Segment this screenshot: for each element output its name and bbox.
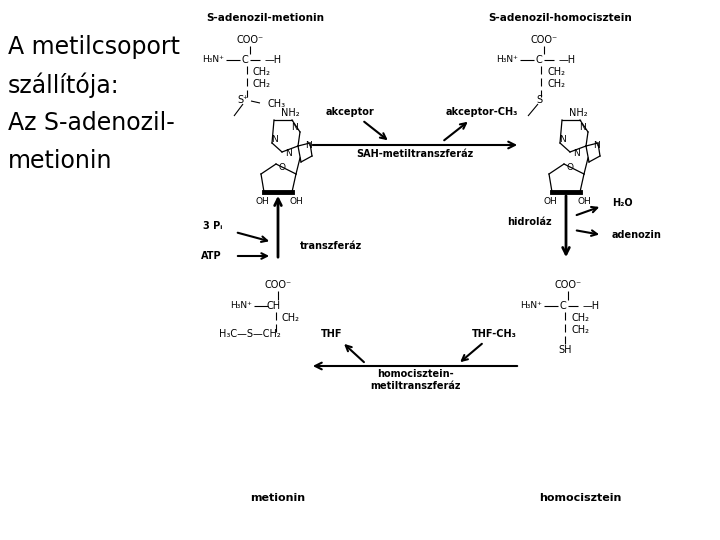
Text: S⁺: S⁺ (238, 95, 248, 105)
Text: CH: CH (267, 301, 281, 311)
Text: ATP: ATP (202, 251, 222, 261)
Text: THF: THF (321, 329, 343, 339)
Text: C: C (536, 55, 542, 65)
Text: homocisztein-
metiltranszferáz: homocisztein- metiltranszferáz (370, 369, 460, 391)
Text: N: N (292, 124, 298, 132)
Text: N: N (305, 140, 311, 150)
Text: H₂O: H₂O (612, 198, 633, 208)
Text: akceptor-CH₃: akceptor-CH₃ (446, 107, 518, 117)
Text: metionin: metionin (251, 493, 305, 503)
Text: —H: —H (559, 55, 576, 65)
Text: CH₂: CH₂ (571, 313, 589, 323)
Text: Az S-adenozil-: Az S-adenozil- (8, 111, 175, 135)
Text: H₃C—S—CH₂: H₃C—S—CH₂ (219, 329, 281, 339)
Text: C: C (559, 301, 567, 311)
Text: N: N (593, 140, 599, 150)
Text: CH₂: CH₂ (253, 79, 271, 89)
Text: transzferáz: transzferáz (300, 241, 362, 251)
Text: CH₂: CH₂ (282, 313, 300, 323)
Text: CH₂: CH₂ (547, 67, 565, 77)
Text: H₃N⁺: H₃N⁺ (230, 301, 252, 310)
Text: NH₂: NH₂ (281, 108, 300, 118)
Text: OH: OH (289, 197, 303, 206)
Text: CH₂: CH₂ (571, 325, 589, 335)
Text: C: C (242, 55, 248, 65)
Text: hidroláz: hidroláz (508, 217, 552, 227)
Text: SAH-metiltranszferáz: SAH-metiltranszferáz (356, 149, 474, 159)
Text: COO⁻: COO⁻ (264, 280, 292, 290)
Text: SH: SH (558, 345, 572, 355)
Text: N: N (284, 148, 292, 158)
Text: H₃N⁺: H₃N⁺ (520, 301, 542, 310)
Text: metionin: metionin (8, 149, 112, 173)
Text: homocisztein: homocisztein (539, 493, 621, 503)
Text: S-adenozil-homocisztein: S-adenozil-homocisztein (488, 13, 632, 23)
Text: adenozin: adenozin (612, 230, 662, 240)
Text: N: N (271, 136, 277, 145)
Text: CH₂: CH₂ (547, 79, 565, 89)
Text: —H: —H (583, 301, 600, 311)
Text: O: O (279, 163, 286, 172)
Text: 3 Pᵢ: 3 Pᵢ (202, 221, 222, 231)
Text: N: N (559, 136, 565, 145)
Text: A metilcsoport: A metilcsoport (8, 35, 180, 59)
Text: THF-CH₃: THF-CH₃ (472, 329, 516, 339)
Text: szállítója:: szállítója: (8, 73, 120, 98)
Text: O: O (567, 163, 574, 172)
Text: NH₂: NH₂ (569, 108, 588, 118)
Text: OH: OH (543, 197, 557, 206)
Text: H₃N⁺: H₃N⁺ (496, 56, 518, 64)
Text: OH: OH (577, 197, 591, 206)
Text: CH₂: CH₂ (253, 67, 271, 77)
Text: S-adenozil-metionin: S-adenozil-metionin (206, 13, 324, 23)
Text: N: N (580, 124, 586, 132)
Text: COO⁻: COO⁻ (236, 35, 264, 45)
Text: COO⁻: COO⁻ (531, 35, 557, 45)
Text: —H: —H (265, 55, 282, 65)
Text: OH: OH (255, 197, 269, 206)
Text: CH₃: CH₃ (267, 99, 285, 109)
Text: H₃N⁺: H₃N⁺ (202, 56, 224, 64)
Text: S: S (536, 95, 542, 105)
Text: N: N (572, 148, 580, 158)
Text: akceptor: akceptor (325, 107, 374, 117)
Text: COO⁻: COO⁻ (554, 280, 582, 290)
